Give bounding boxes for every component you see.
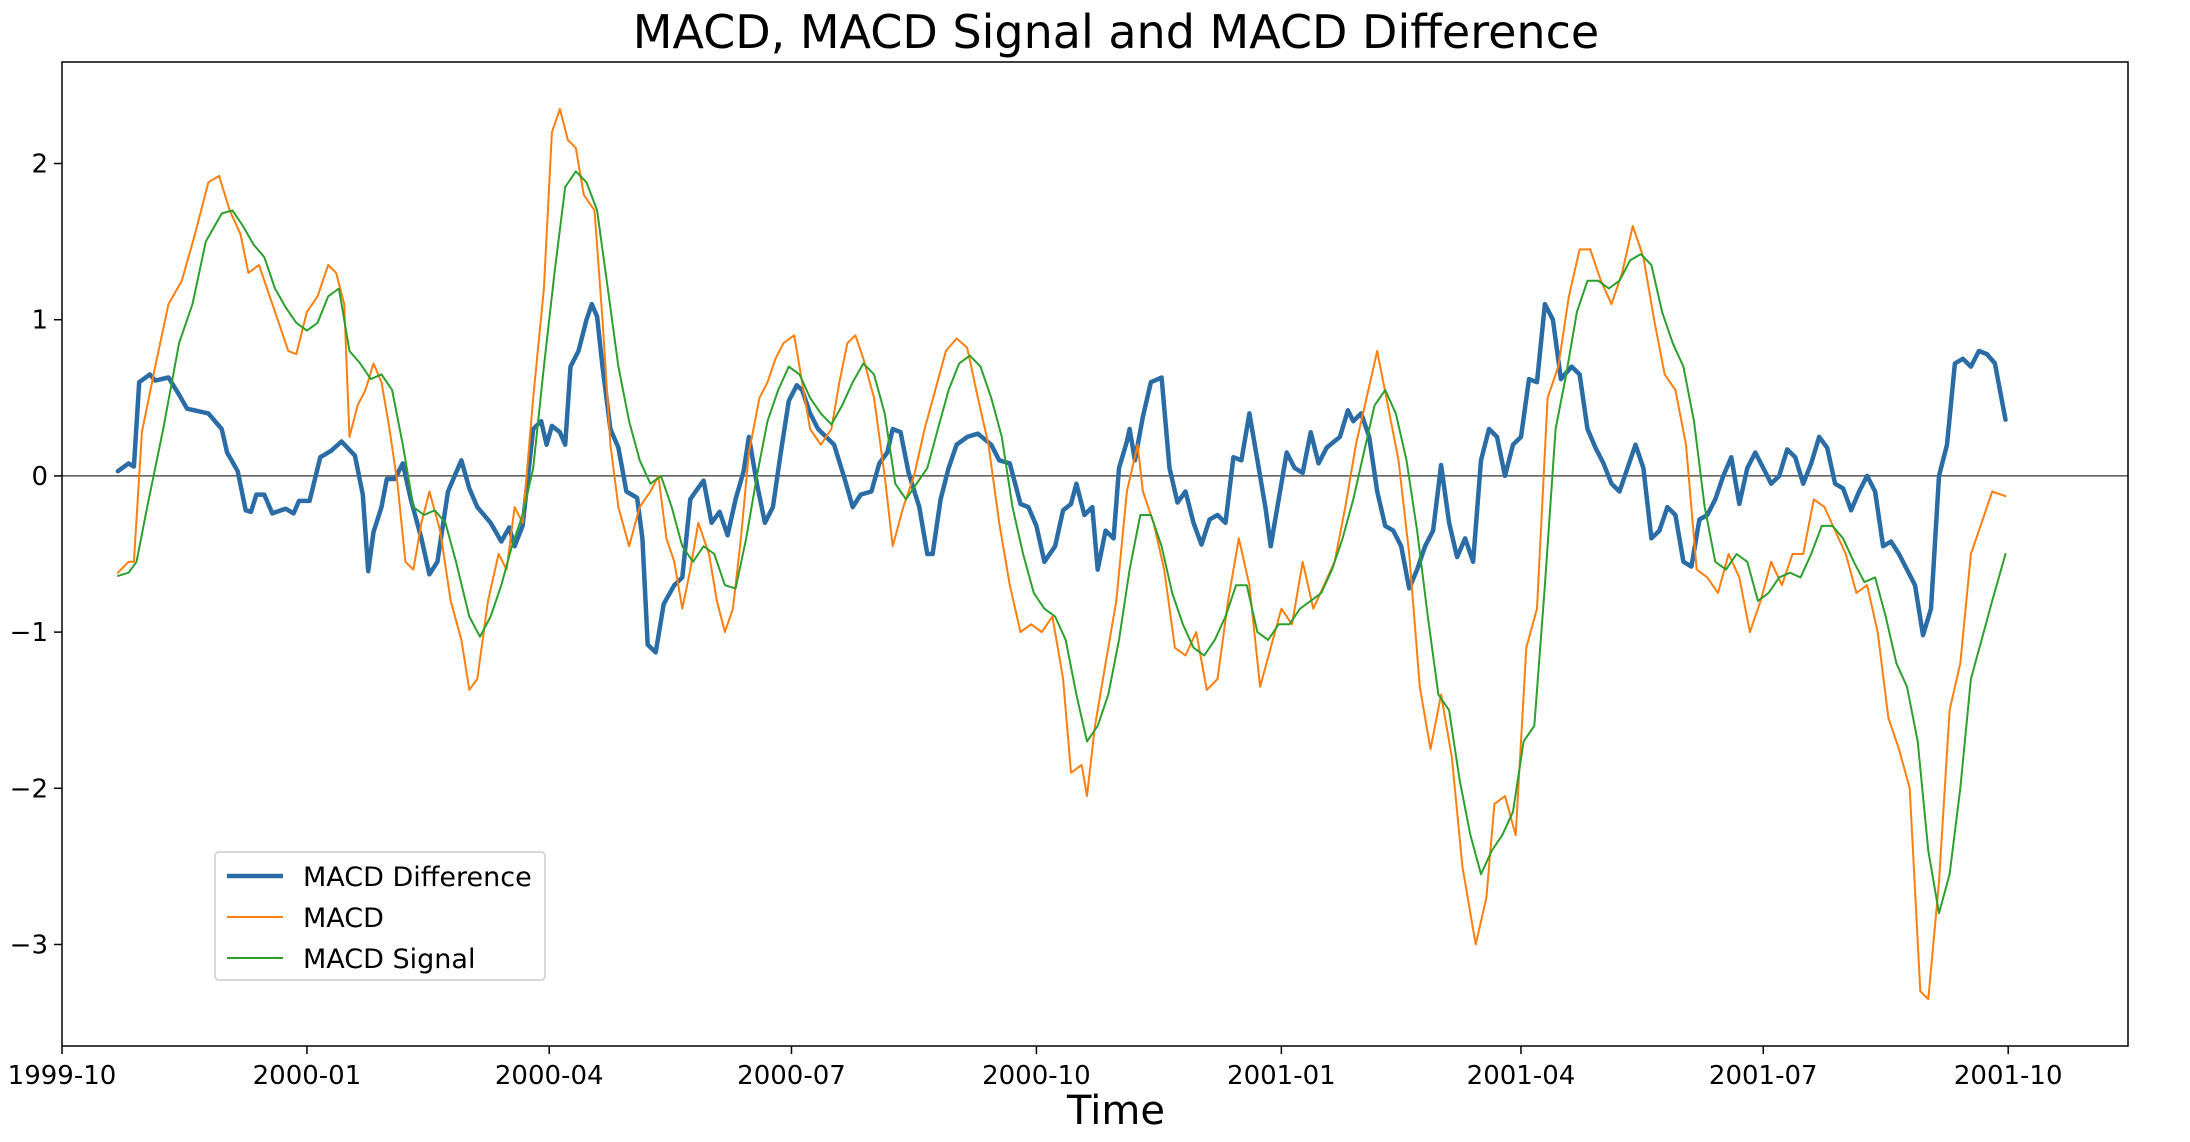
- x-tick-label: 2000-01: [253, 1061, 362, 1091]
- x-tick-label: 2001-01: [1227, 1061, 1336, 1091]
- series-layer: [115, 107, 2008, 1001]
- y-tick-label: −1: [10, 618, 48, 648]
- series-line-macd-signal: [116, 170, 2007, 915]
- y-tick-label: 0: [31, 462, 48, 492]
- x-tick-label: 2000-10: [982, 1061, 1091, 1091]
- x-tick-label: 1999-10: [8, 1061, 117, 1091]
- y-tick-label: −3: [10, 930, 48, 960]
- chart-title: MACD, MACD Signal and MACD Difference: [633, 5, 1599, 59]
- y-tick-label: 2: [31, 150, 48, 180]
- x-tick-label: 2001-10: [1954, 1061, 2063, 1091]
- series-line-macd: [116, 107, 2007, 1001]
- series-line-macd-difference: [115, 301, 2008, 655]
- y-axis: −3 −2 −1 0 1 2: [10, 150, 62, 960]
- legend-label-macd-signal: MACD Signal: [303, 944, 475, 975]
- x-axis-label: Time: [1066, 1088, 1165, 1134]
- x-axis: 1999-10 2000-01 2000-04 2000-07 2000-10 2001-…: [8, 1046, 2063, 1091]
- legend-label-macd-difference: MACD Difference: [303, 862, 532, 893]
- plot-area: [61, 61, 2129, 1047]
- x-tick-label: 2001-04: [1467, 1061, 1576, 1091]
- x-tick-label: 2001-07: [1709, 1061, 1818, 1091]
- legend-label-macd: MACD: [303, 903, 384, 934]
- plot-frame: [61, 61, 2129, 1047]
- x-tick-label: 2000-04: [495, 1061, 604, 1091]
- legend-box: [214, 851, 546, 981]
- y-tick-label: 1: [31, 306, 48, 336]
- y-tick-label: −2: [10, 774, 48, 804]
- legend: MACD Difference MACD MACD Signal: [214, 851, 546, 981]
- x-tick-label: 2000-07: [737, 1061, 846, 1091]
